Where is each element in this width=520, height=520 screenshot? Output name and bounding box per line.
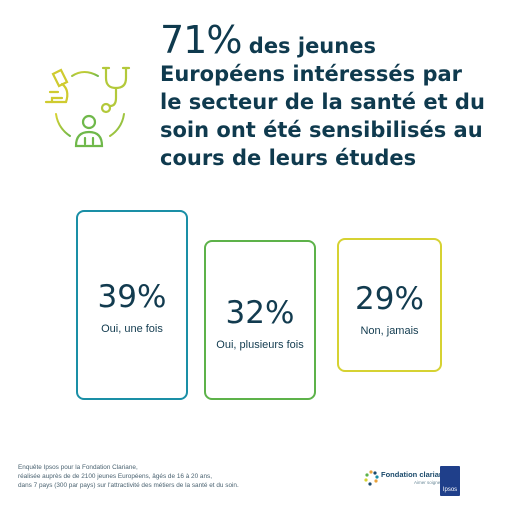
headline-line-5: cours de leurs études: [160, 146, 417, 170]
ipsos-logo: Ipsos: [440, 466, 460, 496]
caregiver-icon: [74, 114, 104, 148]
bar-category-label: Non, jamais: [360, 325, 419, 337]
bar-non-jamais: 29% Non, jamais: [337, 238, 442, 372]
stethoscope-icon: [100, 66, 131, 114]
connecting-arcs: [55, 71, 125, 137]
health-icons-illustration: [44, 66, 131, 148]
fondation-clariane-tagline: Aimer soigner: [414, 480, 442, 485]
bar-category-label: Oui, plusieurs fois: [216, 339, 304, 351]
bar-value-label: 32%: [225, 295, 295, 331]
source-line-1: Enquête Ipsos pour la Fondation Clariane…: [18, 464, 138, 471]
headline-percentage: 71%: [160, 18, 242, 62]
headline-line-4: soin ont été sensibilisés au: [160, 118, 483, 142]
bar-category-label: Oui, une fois: [101, 323, 163, 335]
bar-oui-une-fois: 39% Oui, une fois: [76, 210, 188, 400]
headline: 71% des jeunes Européens intéressés par …: [160, 21, 505, 172]
bar-value-label: 29%: [355, 281, 424, 317]
source-line-2: réalisée auprès de de 2100 jeunes Europé…: [18, 473, 212, 480]
source-line-3: dans 7 pays (300 par pays) sur l'attract…: [18, 482, 239, 489]
survey-source-note: Enquête Ipsos pour la Fondation Clariane…: [18, 463, 318, 490]
microscope-icon: [44, 68, 69, 104]
fondation-clariane-name: Fondation clariane: [381, 470, 448, 479]
headline-line-3: le secteur de la santé et du: [160, 90, 485, 114]
bar-value-label: 39%: [97, 279, 167, 315]
headline-line-2: Européens intéressés par: [160, 62, 462, 86]
headline-line-1: des jeunes: [248, 34, 376, 58]
bar-oui-plusieurs-fois: 32% Oui, plusieurs fois: [204, 240, 316, 400]
fondation-clariane-logo-icon: [364, 470, 379, 486]
